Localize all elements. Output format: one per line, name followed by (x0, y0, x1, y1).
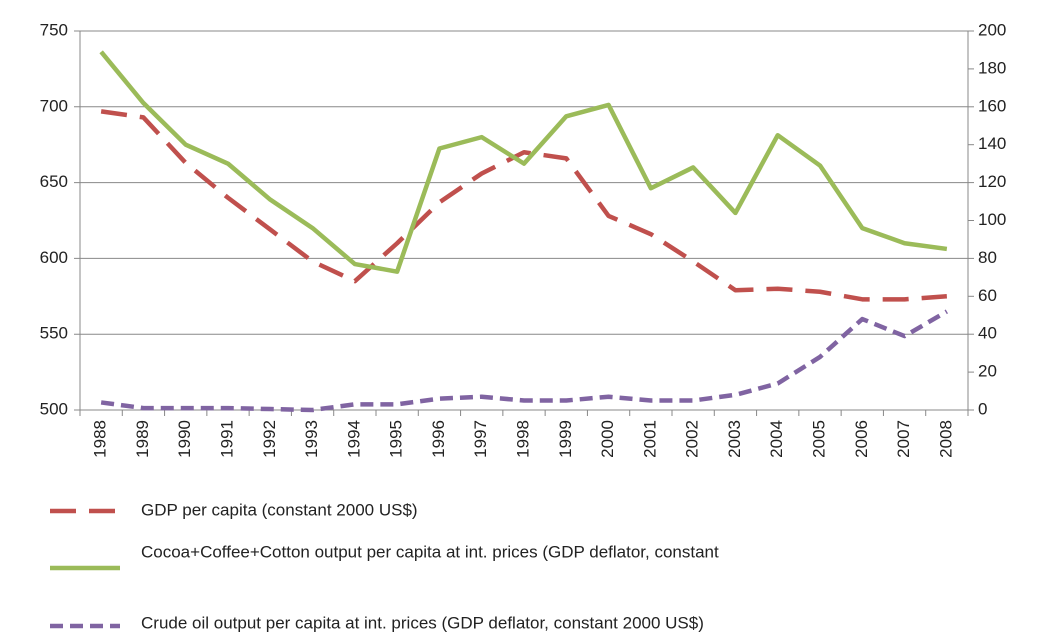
series-line (100, 109, 948, 302)
x-tick-label: 2000 (598, 420, 617, 458)
y2-tick-label: 160 (978, 96, 1006, 115)
y2-tick-label: 80 (978, 248, 997, 267)
y2-tick-label: 100 (978, 210, 1006, 229)
y-tick-label: 500 (40, 399, 68, 418)
x-tick-label: 1991 (217, 420, 236, 458)
x-tick-label: 2005 (809, 420, 828, 458)
x-tick-label: 2002 (683, 420, 702, 458)
y-tick-label: 650 (40, 172, 68, 191)
x-tick-label: 1997 (471, 420, 490, 458)
y2-tick-label: 0 (978, 399, 987, 418)
y-tick-label: 600 (40, 248, 68, 267)
y-tick-label: 550 (40, 324, 68, 343)
y2-tick-label: 60 (978, 286, 997, 305)
y2-tick-label: 120 (978, 172, 1006, 191)
x-tick-label: 1992 (260, 420, 279, 458)
x-tick-label: 1996 (429, 420, 448, 458)
x-tick-label: 2007 (894, 420, 913, 458)
x-tick-label: 2006 (852, 420, 871, 458)
y2-tick-label: 20 (978, 362, 997, 381)
legend-label: Cocoa+Coffee+Cotton output per capita at… (141, 542, 719, 561)
x-tick-label: 1999 (556, 420, 575, 458)
x-tick-label: 1993 (302, 420, 321, 458)
x-tick-label: 2003 (725, 420, 744, 458)
y2-tick-label: 200 (978, 20, 1006, 39)
legend-label: GDP per capita (constant 2000 US$) (141, 500, 418, 519)
x-tick-label: 1988 (91, 420, 110, 458)
y2-tick-label: 180 (978, 58, 1006, 77)
x-tick-label: 2004 (767, 420, 786, 458)
legend-label: Crude oil output per capita at int. pric… (141, 613, 704, 632)
x-tick-label: 1994 (344, 420, 363, 458)
y2-tick-label: 140 (978, 134, 1006, 153)
x-tick-label: 1989 (133, 420, 152, 458)
x-tick-label: 1998 (513, 420, 532, 458)
y-tick-label: 700 (40, 96, 68, 115)
x-tick-label: 1995 (387, 420, 406, 458)
series-line (99, 50, 948, 274)
x-tick-label: 2008 (936, 420, 955, 458)
x-tick-label: 1990 (175, 420, 194, 458)
y2-tick-label: 40 (978, 324, 997, 343)
series-line (100, 309, 948, 413)
x-tick-label: 2001 (640, 420, 659, 458)
y-tick-label: 750 (40, 20, 68, 39)
